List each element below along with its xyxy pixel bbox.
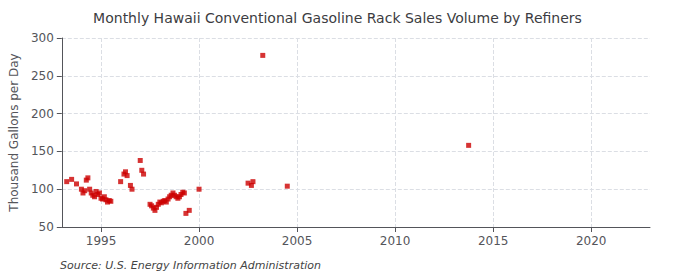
svg-text:150: 150 — [31, 144, 54, 158]
svg-text:2015: 2015 — [478, 234, 509, 248]
svg-text:2000: 2000 — [184, 234, 215, 248]
svg-text:2020: 2020 — [576, 234, 607, 248]
svg-text:50: 50 — [39, 220, 54, 234]
svg-text:300: 300 — [31, 31, 54, 45]
svg-text:200: 200 — [31, 107, 54, 121]
svg-text:Monthly Hawaii Conventional Ga: Monthly Hawaii Conventional Gasoline Rac… — [93, 10, 582, 26]
svg-text:250: 250 — [31, 69, 54, 83]
svg-text:2005: 2005 — [282, 234, 313, 248]
svg-text:100: 100 — [31, 182, 54, 196]
svg-text:1995: 1995 — [86, 234, 117, 248]
svg-text:Thousand Gallons per Day: Thousand Gallons per Day — [7, 53, 21, 212]
svg-text:2010: 2010 — [380, 234, 411, 248]
svg-text:Source: U.S. Energy Informatio: Source: U.S. Energy Information Administ… — [60, 259, 321, 272]
